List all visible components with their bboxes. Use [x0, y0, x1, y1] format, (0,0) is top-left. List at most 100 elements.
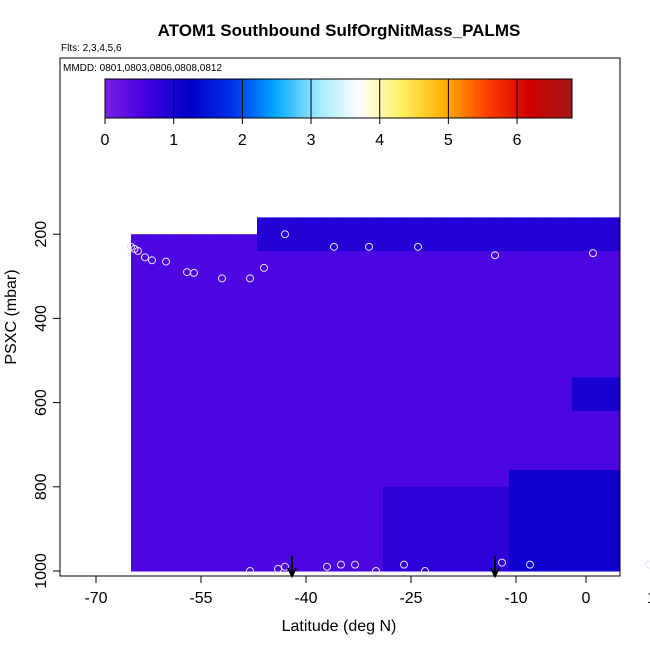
- observation-marker: [141, 253, 149, 262]
- heatmap-cell: [593, 377, 615, 387]
- heatmap-cell: [362, 335, 384, 345]
- heatmap-cell: [194, 436, 216, 446]
- heatmap-cell: [404, 335, 426, 345]
- heatmap-cell: [362, 394, 384, 404]
- heatmap-cell: [572, 225, 594, 235]
- heatmap-cell: [257, 326, 279, 336]
- heatmap-cell: [194, 453, 216, 463]
- heatmap-cell: [173, 520, 195, 530]
- heatmap-cell: [593, 284, 615, 294]
- heatmap-cell: [509, 562, 531, 572]
- heatmap-cell: [299, 276, 321, 286]
- heatmap-cell: [257, 402, 279, 412]
- heatmap-cell: [488, 562, 510, 572]
- observation-marker: [421, 567, 429, 575]
- heatmap-cell: [614, 352, 620, 361]
- heatmap-cell: [341, 251, 363, 260]
- colorbar: 0 1 2 3 4 5 6: [101, 78, 573, 149]
- heatmap-cell: [236, 394, 258, 404]
- heatmap-cell: [551, 520, 573, 530]
- heatmap-cell: [551, 335, 573, 345]
- heatmap-cell: [509, 335, 531, 345]
- heatmap-cell: [236, 234, 258, 244]
- y-tick-label: 800: [33, 473, 50, 500]
- heatmap-cell: [635, 268, 650, 277]
- observation-marker: [491, 251, 499, 260]
- x-axis: -70-55-40-25-1001020304050607080: [84, 576, 650, 607]
- heatmap-cell: [572, 343, 594, 353]
- heatmap-cell: [257, 251, 279, 260]
- heatmap-cell: [257, 469, 279, 479]
- heatmap-cell: [362, 284, 384, 294]
- heatmap-cell: [320, 461, 342, 471]
- heatmap-cell: [236, 309, 258, 319]
- heatmap-cell: [341, 512, 363, 521]
- heatmap-cell: [425, 234, 447, 244]
- heatmap-cell: [530, 217, 552, 227]
- heatmap-cell: [509, 217, 531, 227]
- heatmap-cell: [194, 478, 216, 488]
- heatmap-cell: [278, 284, 300, 294]
- heatmap-cell: [152, 301, 174, 311]
- heatmap-cell: [236, 242, 258, 252]
- heatmap-cell: [278, 495, 300, 505]
- heatmap-cell: [425, 267, 447, 277]
- heatmap-cell: [257, 343, 279, 353]
- heatmap-cell: [572, 537, 594, 547]
- heatmap-cell: [131, 478, 153, 488]
- heatmap-cell: [383, 512, 405, 521]
- heatmap-cell: [635, 495, 650, 504]
- heatmap-cell: [341, 461, 363, 471]
- heatmap-cell: [257, 217, 279, 227]
- heatmap-cell: [341, 486, 363, 496]
- heatmap-cell: [488, 419, 510, 429]
- heatmap-cell: [131, 343, 153, 353]
- heatmap-cell: [404, 251, 426, 260]
- heatmap-cell: [593, 301, 615, 311]
- heatmap-cell: [152, 368, 174, 378]
- heatmap-cell: [215, 276, 237, 286]
- heatmap-cell: [404, 436, 426, 446]
- heatmap-cell: [383, 242, 405, 252]
- heatmap-cell: [467, 352, 489, 361]
- heatmap-cell: [173, 495, 195, 505]
- heatmap-cell: [257, 234, 279, 244]
- observation-marker: [589, 249, 597, 258]
- heatmap-cell: [383, 537, 405, 547]
- heatmap-cell: [383, 326, 405, 336]
- heatmap-cell: [362, 469, 384, 479]
- heatmap-cell: [446, 360, 468, 370]
- heatmap-cell: [362, 520, 384, 530]
- heatmap-cell: [152, 293, 174, 303]
- heatmap-cell: [152, 267, 174, 277]
- heatmap-cell: [593, 427, 615, 437]
- x-tick-label: -55: [189, 590, 212, 607]
- heatmap-cell: [425, 444, 447, 454]
- heatmap-cell: [446, 293, 468, 303]
- heatmap-cell: [551, 267, 573, 277]
- heatmap-cell: [530, 461, 552, 471]
- heatmap-cell: [530, 554, 552, 564]
- heatmap-cell: [530, 360, 552, 370]
- heatmap-cell: [194, 394, 216, 404]
- heatmap-cell: [362, 402, 384, 412]
- heatmap-cell: [572, 385, 594, 395]
- heatmap-cell: [299, 554, 321, 564]
- heatmap-cell: [362, 562, 384, 572]
- heatmap-cell: [320, 478, 342, 488]
- heatmap-cell: [320, 326, 342, 336]
- heatmap-cell: [446, 503, 468, 513]
- heatmap-cell: [152, 352, 174, 361]
- heatmap-cell: [383, 545, 405, 555]
- heatmap-cell: [635, 344, 650, 353]
- heatmap-cell: [194, 444, 216, 454]
- heatmap-cell: [278, 394, 300, 404]
- heatmap-cell: [530, 520, 552, 530]
- heatmap-cell: [383, 251, 405, 260]
- heatmap-cell: [278, 318, 300, 328]
- heatmap-cell: [215, 301, 237, 311]
- heatmap-cell: [635, 335, 650, 344]
- heatmap-cell: [551, 528, 573, 538]
- heatmap-cell: [215, 427, 237, 437]
- observation-markers: [127, 230, 650, 575]
